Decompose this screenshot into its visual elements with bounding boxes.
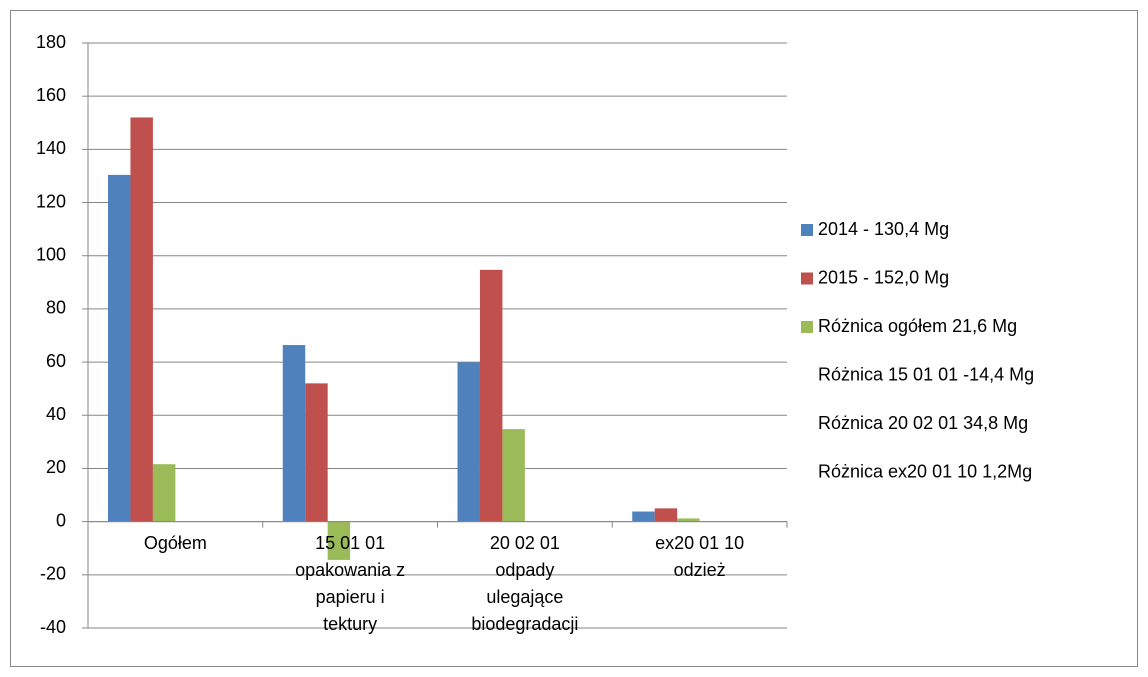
- y-tick-label: 80: [46, 298, 66, 318]
- y-tick-label: 20: [46, 457, 66, 477]
- bar: [677, 518, 700, 522]
- bar: [457, 362, 480, 522]
- legend-label: Różnica ex20 01 10 1,2Mg: [818, 461, 1032, 481]
- bar: [305, 383, 328, 522]
- bar: [654, 508, 678, 522]
- y-tick-label: -40: [40, 617, 66, 637]
- y-tick-label: 60: [46, 351, 66, 371]
- bar: [327, 521, 351, 560]
- bar: [502, 429, 525, 522]
- y-tick-label: 180: [36, 32, 66, 52]
- y-tick-label: 120: [36, 191, 66, 211]
- chart-border: [10, 10, 1138, 667]
- bar: [632, 511, 655, 522]
- y-tick-label: 100: [36, 244, 66, 264]
- bar: [282, 345, 306, 522]
- legend-swatch: [801, 272, 813, 285]
- x-tick-label: 20 02 01 odpady ulegające biodegradacji: [471, 532, 579, 634]
- x-tick-label: Ogółem: [143, 532, 207, 553]
- legend-swatch: [801, 321, 813, 333]
- x-tick-label: 15 01 01 opakowania z papieru i tektury: [295, 532, 406, 634]
- y-tick-label: 160: [36, 85, 66, 105]
- y-tick-label: 140: [36, 138, 66, 158]
- y-tick-label: 40: [46, 404, 66, 424]
- x-tick-label: ex20 01 10 odzież: [655, 532, 745, 580]
- bar: [130, 117, 153, 522]
- y-tick-label: -20: [40, 564, 66, 584]
- legend-label: Różnica 15 01 01 -14,4 Mg: [818, 364, 1034, 384]
- legend-label: Różnica ogółem 21,6 Mg: [818, 316, 1017, 336]
- y-tick-label: 0: [56, 510, 66, 530]
- bar: [108, 174, 131, 522]
- legend-label: Różnica 20 02 01 34,8 Mg: [818, 413, 1028, 433]
- legend-label: 2014 - 130,4 Mg: [818, 219, 949, 239]
- legend-swatch: [801, 224, 813, 236]
- legend-label: 2015 - 152,0 Mg: [818, 267, 949, 287]
- bar: [152, 464, 176, 522]
- bar: [479, 269, 503, 522]
